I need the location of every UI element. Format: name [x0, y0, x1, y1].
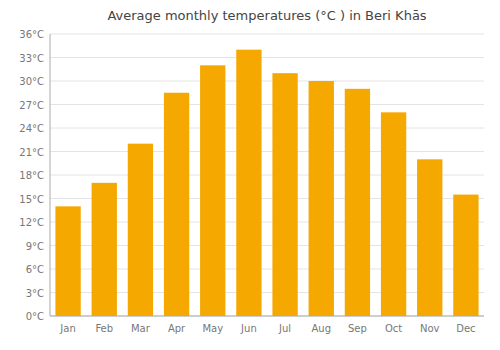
- bar: [417, 159, 442, 316]
- y-tick-label: 36°C: [19, 29, 44, 40]
- x-tick-label: Nov: [420, 323, 440, 334]
- bar: [309, 81, 334, 316]
- y-tick-label: 9°C: [26, 241, 44, 252]
- grid-line: [50, 81, 484, 82]
- bar: [92, 183, 117, 316]
- grid-line: [50, 316, 484, 317]
- title: Average monthly temperatures (°C ) in Be…: [107, 8, 426, 23]
- grid-line: [50, 128, 484, 129]
- x-tick-label: Aug: [311, 323, 331, 334]
- x-tick-label: Jun: [240, 323, 257, 334]
- y-tick-label: 6°C: [26, 264, 44, 275]
- y-tick-label: 21°C: [19, 147, 44, 158]
- y-tick-label: 30°C: [19, 76, 44, 87]
- x-tick-label: Sep: [348, 323, 367, 334]
- bar: [55, 206, 80, 316]
- x-axis: [50, 316, 484, 317]
- y-tick-label: 18°C: [19, 170, 44, 181]
- grid-line: [50, 34, 484, 35]
- bar: [345, 89, 370, 316]
- grid-line: [50, 57, 484, 58]
- bar: [236, 50, 261, 316]
- y-tick-label: 3°C: [26, 288, 44, 299]
- x-tick-label: Apr: [168, 323, 186, 334]
- bar: [272, 73, 297, 316]
- y-tick-label: 0°C: [26, 311, 44, 322]
- grid-line: [50, 104, 484, 105]
- grid-line: [50, 151, 484, 152]
- x-tick-label: May: [202, 323, 223, 334]
- x-tick-label: Dec: [456, 323, 475, 334]
- x-tick-label: Jul: [278, 323, 291, 334]
- y-tick-label: 33°C: [19, 53, 44, 64]
- bar: [453, 195, 478, 316]
- x-tick-label: Feb: [95, 323, 113, 334]
- grid: [50, 34, 484, 316]
- y-tick-label: 12°C: [19, 217, 44, 228]
- bar: [381, 112, 406, 316]
- chart-container: Average monthly temperatures (°C ) in Be…: [0, 0, 500, 350]
- chart: Average monthly temperatures (°C ) in Be…: [0, 0, 500, 350]
- y-tick-label: 15°C: [19, 194, 44, 205]
- bar: [128, 144, 153, 316]
- bars: [55, 50, 478, 316]
- bar: [164, 93, 189, 316]
- x-tick-label: Oct: [385, 323, 402, 334]
- bar: [200, 65, 225, 316]
- y-axis: [50, 34, 51, 316]
- x-tick-label: Mar: [131, 323, 151, 334]
- x-tick-label: Jan: [59, 323, 75, 334]
- y-tick-label: 27°C: [19, 100, 44, 111]
- y-tick-label: 24°C: [19, 123, 44, 134]
